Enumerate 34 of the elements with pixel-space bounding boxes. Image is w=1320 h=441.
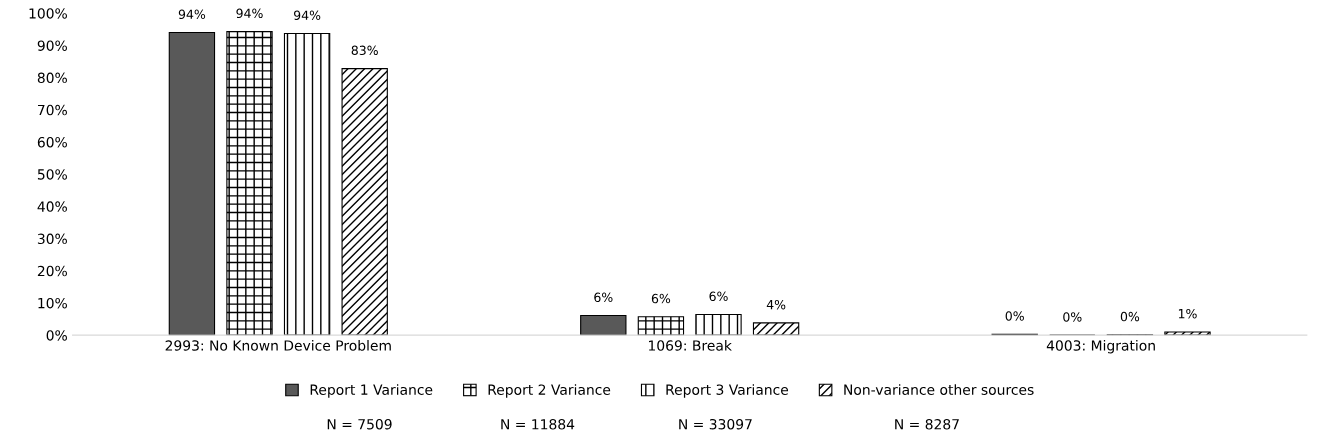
y-tick-label: 30% (37, 233, 67, 245)
x-tick-label: 2993: No Known Device Problem (165, 340, 391, 351)
y-tick-label: 10% (38, 297, 67, 309)
text: N = 11884 (501, 418, 575, 430)
y-tick-label: 70% (38, 104, 67, 116)
data-label: 1% (1178, 308, 1197, 319)
text: N = 8287 (895, 418, 959, 430)
y-tick-label: 60% (37, 136, 67, 148)
text: N = 33097 (679, 418, 752, 430)
y-tick-label: 50% (37, 169, 67, 180)
y-tick-label: 40% (37, 201, 67, 212)
legend-label: Report 1 Variance (310, 384, 433, 398)
y-tick-label: 80% (37, 72, 67, 84)
y-tick-label: 20% (37, 265, 67, 277)
y-tick-label: 90% (37, 40, 67, 51)
data-label: 6% (709, 291, 728, 302)
data-label: 0% (1120, 311, 1140, 322)
data-label: 94% (293, 10, 321, 20)
data-label: 94% (236, 8, 263, 19)
text: N = 7509 (327, 418, 392, 430)
legend-label: Report 2 Variance (488, 384, 611, 398)
x-tick-label: 1069: Break (648, 340, 732, 351)
legend-label: Non-variance other sources (844, 384, 1034, 395)
data-label: 0% (1063, 312, 1082, 322)
data-label: 94% (178, 9, 206, 20)
legend-label: Report 3 Variance (666, 384, 789, 398)
data-label: 83% (351, 45, 378, 56)
data-label: 6% (651, 293, 671, 304)
y-tick-label: 0% (46, 330, 67, 341)
y-tick-label: 100% (29, 8, 67, 19)
data-label: 4% (766, 299, 786, 310)
data-label: 6% (594, 292, 613, 302)
data-label: 0% (1005, 311, 1024, 321)
x-tick-label: 4003: Migration (1046, 340, 1155, 354)
